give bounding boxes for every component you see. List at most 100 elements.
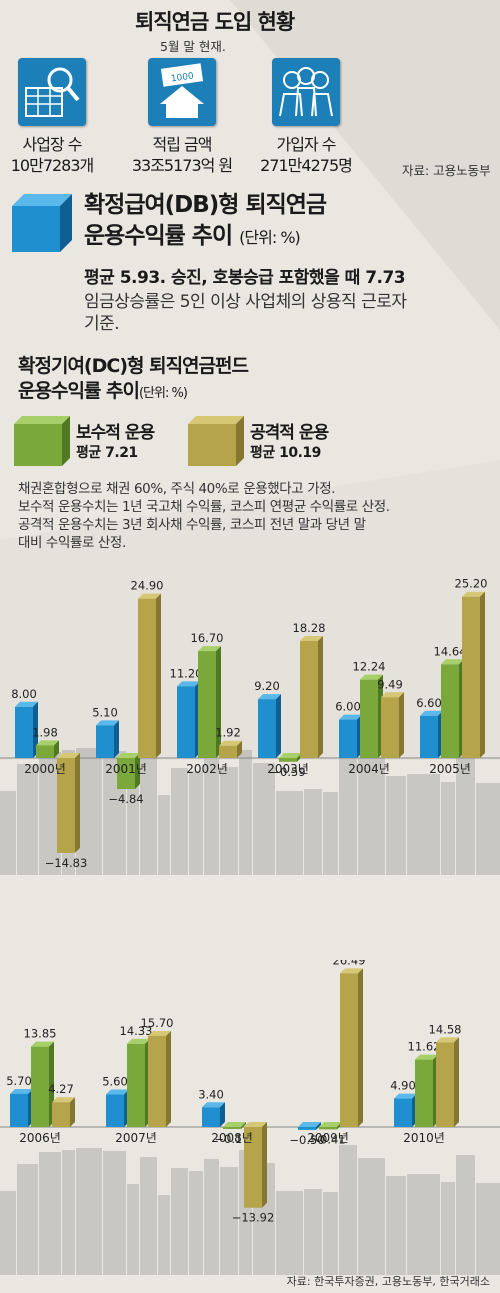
bar-2000년-s2 — [57, 753, 80, 853]
stat-label-reserve: 적립 금액 — [152, 135, 213, 154]
value-label: 5.60 — [102, 1075, 128, 1089]
value-label: 9.20 — [254, 679, 280, 693]
bar-2006년-s0 — [10, 1088, 33, 1127]
bar-2000년-s0 — [15, 701, 38, 758]
value-label: 3.40 — [198, 1087, 224, 1101]
bar-2005년-s1 — [441, 659, 464, 758]
db-note-line1: 임금상승률은 5인 이상 사업체의 상용직 근로자 — [84, 292, 407, 312]
bar-2000년-s1 — [36, 740, 59, 758]
bar-2009년-s2 — [340, 968, 363, 1127]
value-label: 5.70 — [6, 1074, 32, 1088]
legend-aggressive-name: 공격적 운용 — [250, 423, 329, 443]
bar-2001년-s0 — [96, 720, 119, 758]
dc-unit: (단위: %) — [138, 386, 188, 401]
svg-text:1000: 1000 — [170, 71, 194, 84]
db-cube-icon — [12, 194, 72, 252]
value-label: 8.00 — [11, 687, 37, 701]
bar-2002년-s0 — [177, 681, 200, 758]
building-search-icon — [18, 58, 86, 126]
value-label: −0.17 — [214, 1132, 249, 1146]
bar-2001년-s1 — [117, 753, 140, 789]
value-label: 1.92 — [215, 726, 241, 740]
bar-2004년-s1 — [360, 674, 383, 758]
db-average: 평균 5.93. 승진, 호봉승급 포함했을 때 7.73 — [84, 268, 406, 288]
value-label: 25.20 — [455, 577, 488, 591]
category-label: 2007년 — [115, 1131, 157, 1145]
db-title-line2: 운용수익률 추이 (단위: %) — [84, 221, 301, 253]
dc-note-line2: 보수적 운용수치는 1년 국고채 수익률, 코스피 연평균 수익률로 산정. — [18, 499, 390, 515]
bar-2004년-s2 — [381, 692, 404, 758]
page-title: 퇴직연금 도입 현황 — [135, 10, 295, 34]
category-label: 2001년 — [105, 762, 147, 776]
value-label: 11.20 — [170, 666, 203, 680]
category-label: 2002년 — [186, 762, 228, 776]
value-label: −0.50 — [289, 1133, 324, 1147]
bar-2010년-s1 — [415, 1054, 438, 1127]
value-label: −13.92 — [232, 1211, 275, 1225]
value-label: 16.70 — [191, 631, 224, 645]
category-label: 2006년 — [19, 1131, 61, 1145]
category-label: 2008년 — [211, 1131, 253, 1145]
value-label: −0.59 — [270, 765, 305, 779]
category-label: 2010년 — [403, 1131, 445, 1145]
legend-conservative-name: 보수적 운용 — [76, 423, 155, 443]
db-title-text: 운용수익률 추이 — [84, 223, 233, 249]
dc-note-line3: 공격적 운용수치는 3년 회사채 수익률, 코스피 전년 말과 당년 말 — [18, 517, 366, 533]
value-label: −14.83 — [45, 856, 88, 870]
legend-conservative-swatch — [14, 416, 70, 466]
value-label: 5.10 — [92, 705, 118, 719]
category-label: 2004년 — [348, 762, 390, 776]
bar-2007년-s0 — [106, 1089, 129, 1127]
value-label: 15.70 — [141, 1016, 174, 1030]
dc-title-line1: 확정기여(DC)형 퇴직연금펀드 — [18, 355, 249, 377]
value-label: −0.41 — [310, 1132, 345, 1146]
footer-source: 자료: 한국투자증권, 고용노동부, 한국거래소 — [286, 1275, 490, 1288]
bar-2001년-s2 — [138, 593, 161, 758]
stats-source: 자료: 고용노동부 — [402, 163, 491, 178]
bar-2007년-s1 — [127, 1038, 150, 1127]
stat-value-workplaces: 10만7283개 — [10, 156, 95, 175]
stat-label-subscribers: 가입자 수 — [276, 135, 337, 154]
money-house-icon: 1000 — [148, 58, 216, 126]
city-skyline — [0, 745, 500, 875]
category-label: 2003년 — [267, 762, 309, 776]
bar-2009년-s0 — [298, 1122, 321, 1130]
category-label: 2009년 — [307, 1131, 349, 1145]
value-label: 24.90 — [131, 579, 164, 593]
stat-value-subscribers: 271만4275명 — [260, 156, 353, 175]
bar-2010년-s2 — [436, 1037, 459, 1127]
city-skyline — [0, 1145, 500, 1275]
value-label: 13.85 — [24, 1027, 57, 1041]
bar-2002년-s1 — [198, 646, 221, 758]
value-label: 4.90 — [390, 1079, 416, 1093]
bar-2010년-s0 — [394, 1093, 417, 1127]
value-label: 4.27 — [48, 1082, 74, 1096]
bar-2006년-s2 — [52, 1097, 75, 1127]
stat-label-workplaces: 사업장 수 — [22, 135, 83, 154]
db-unit: (단위: %) — [239, 228, 301, 247]
value-label: 11.62 — [408, 1040, 441, 1054]
value-label: 14.58 — [429, 1022, 462, 1036]
value-label: 6.00 — [335, 700, 361, 714]
stat-value-reserve: 33조5173억 원 — [131, 156, 233, 175]
value-label: 14.33 — [120, 1024, 153, 1038]
bar-2005년-s2 — [462, 591, 485, 758]
dc-title-text: 운용수익률 추이 — [18, 380, 140, 402]
bar-2008년-s0 — [202, 1102, 225, 1127]
value-label: 9.49 — [377, 677, 403, 691]
db-note-line2: 기준. — [84, 314, 120, 334]
returns-chart-2000-2005: 8.00 1.98 −14.83 2000년 5.10 −4.84 24.90 2001년 11… — [0, 577, 500, 875]
bar-2003년-s2 — [300, 636, 323, 758]
bar-2003년-s1 — [279, 753, 302, 762]
value-label: −4.84 — [108, 792, 143, 806]
value-label: 14.64 — [434, 644, 467, 658]
dc-title-line2: 운용수익률 추이(단위: %) — [18, 379, 188, 406]
legend-aggressive-avg: 평균 10.19 — [250, 445, 321, 461]
legend-aggressive-swatch — [188, 416, 244, 466]
legend-conservative-avg: 평균 7.21 — [76, 445, 138, 461]
bar-2007년-s2 — [148, 1030, 171, 1127]
bar-2008년-s2 — [244, 1122, 267, 1208]
bar-2002년-s2 — [219, 740, 242, 758]
page-subtitle: 5월 말 현재. — [160, 39, 226, 54]
